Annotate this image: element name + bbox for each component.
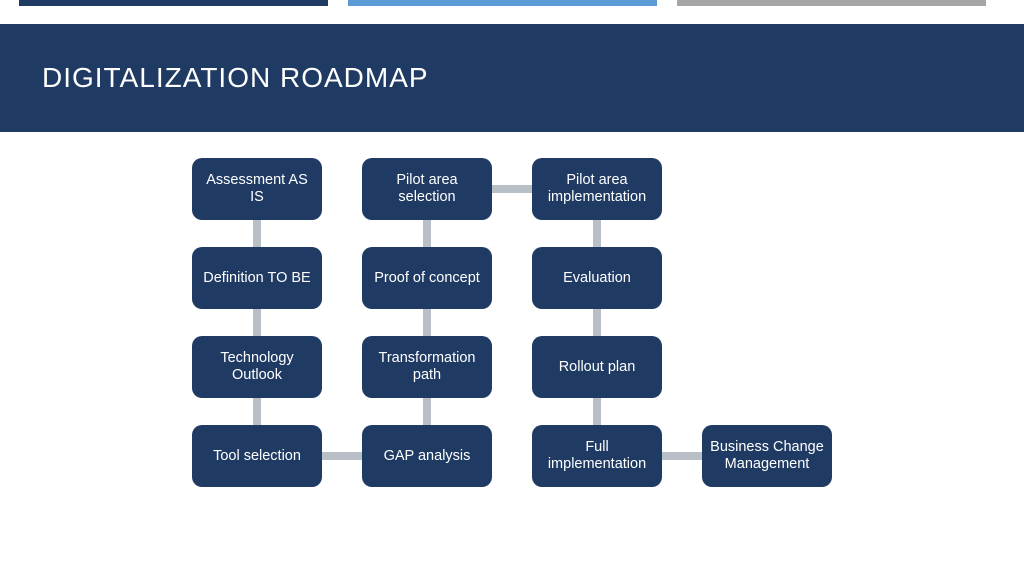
connector <box>423 220 431 247</box>
flow-node: Proof of concept <box>362 247 492 309</box>
page-title: DIGITALIZATION ROADMAP <box>42 62 429 94</box>
flow-node: GAP analysis <box>362 425 492 487</box>
connector <box>593 309 601 336</box>
flow-node: Rollout plan <box>532 336 662 398</box>
connector <box>253 309 261 336</box>
flow-node: Evaluation <box>532 247 662 309</box>
connector <box>322 452 362 460</box>
flow-node: Pilot area selection <box>362 158 492 220</box>
flow-node: Tool selection <box>192 425 322 487</box>
connector <box>423 309 431 336</box>
flow-node: Full implementation <box>532 425 662 487</box>
topstripe-3 <box>677 0 986 6</box>
connector <box>423 398 431 425</box>
connector <box>662 452 702 460</box>
connector <box>492 185 532 193</box>
connector <box>593 398 601 425</box>
slide: { "layout": { "canvas": { "width": 1024,… <box>0 0 1024 561</box>
flow-node: Assessment AS IS <box>192 158 322 220</box>
flow-node: Business Change Management <box>702 425 832 487</box>
flow-node: Definition TO BE <box>192 247 322 309</box>
connector <box>253 220 261 247</box>
flow-node: Pilot area implementation <box>532 158 662 220</box>
connector <box>253 398 261 425</box>
title-banner: DIGITALIZATION ROADMAP <box>0 24 1024 132</box>
flow-node: Transformation path <box>362 336 492 398</box>
flow-node: Technology Outlook <box>192 336 322 398</box>
topstripe-1 <box>19 0 328 6</box>
connector <box>593 220 601 247</box>
topstripe-2 <box>348 0 657 6</box>
